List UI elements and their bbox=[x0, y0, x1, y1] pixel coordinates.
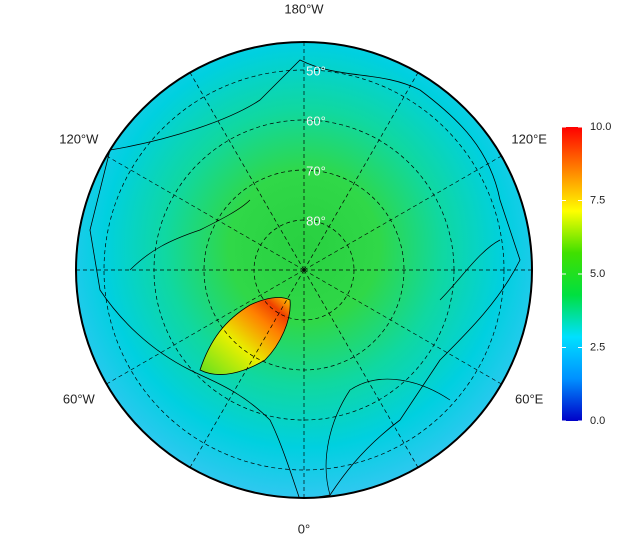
latitude-label: 50° bbox=[306, 63, 326, 78]
meridian bbox=[303, 72, 419, 271]
map-border bbox=[75, 41, 533, 499]
latitude-circle bbox=[203, 169, 405, 371]
latitude-circle bbox=[253, 219, 355, 321]
longitude-label: 60°W bbox=[63, 391, 96, 406]
meridian bbox=[189, 72, 305, 271]
greenland bbox=[199, 297, 291, 375]
longitude-label: 0° bbox=[298, 521, 310, 536]
longitude-label: 60°E bbox=[515, 391, 544, 406]
borders bbox=[129, 199, 501, 496]
coastline bbox=[89, 59, 521, 498]
colorbar-tick-label: 5.0 bbox=[590, 268, 605, 280]
longitude-label: 180°W bbox=[284, 1, 324, 16]
colorbar-tick-label: 2.5 bbox=[590, 341, 605, 353]
latitude-circle bbox=[103, 69, 505, 471]
longitude-label: 120°E bbox=[511, 131, 547, 146]
latitude-circle bbox=[153, 119, 455, 421]
meridian bbox=[106, 155, 305, 271]
meridian bbox=[303, 155, 502, 271]
meridian bbox=[189, 269, 305, 468]
map-area bbox=[76, 42, 532, 498]
longitude-label: 120°W bbox=[59, 131, 99, 146]
meridian bbox=[303, 269, 419, 468]
latitude-label: 60° bbox=[306, 113, 326, 128]
colorbar-tick-label: 0.0 bbox=[590, 415, 605, 427]
meridian bbox=[303, 269, 502, 385]
colorbar-tick-label: 7.5 bbox=[590, 194, 605, 206]
colorbar bbox=[562, 127, 582, 421]
latitude-label: 70° bbox=[306, 163, 326, 178]
latitude-label: 80° bbox=[306, 213, 326, 228]
meridian bbox=[106, 269, 305, 385]
colorbar-tick-label: 10.0 bbox=[590, 121, 611, 133]
